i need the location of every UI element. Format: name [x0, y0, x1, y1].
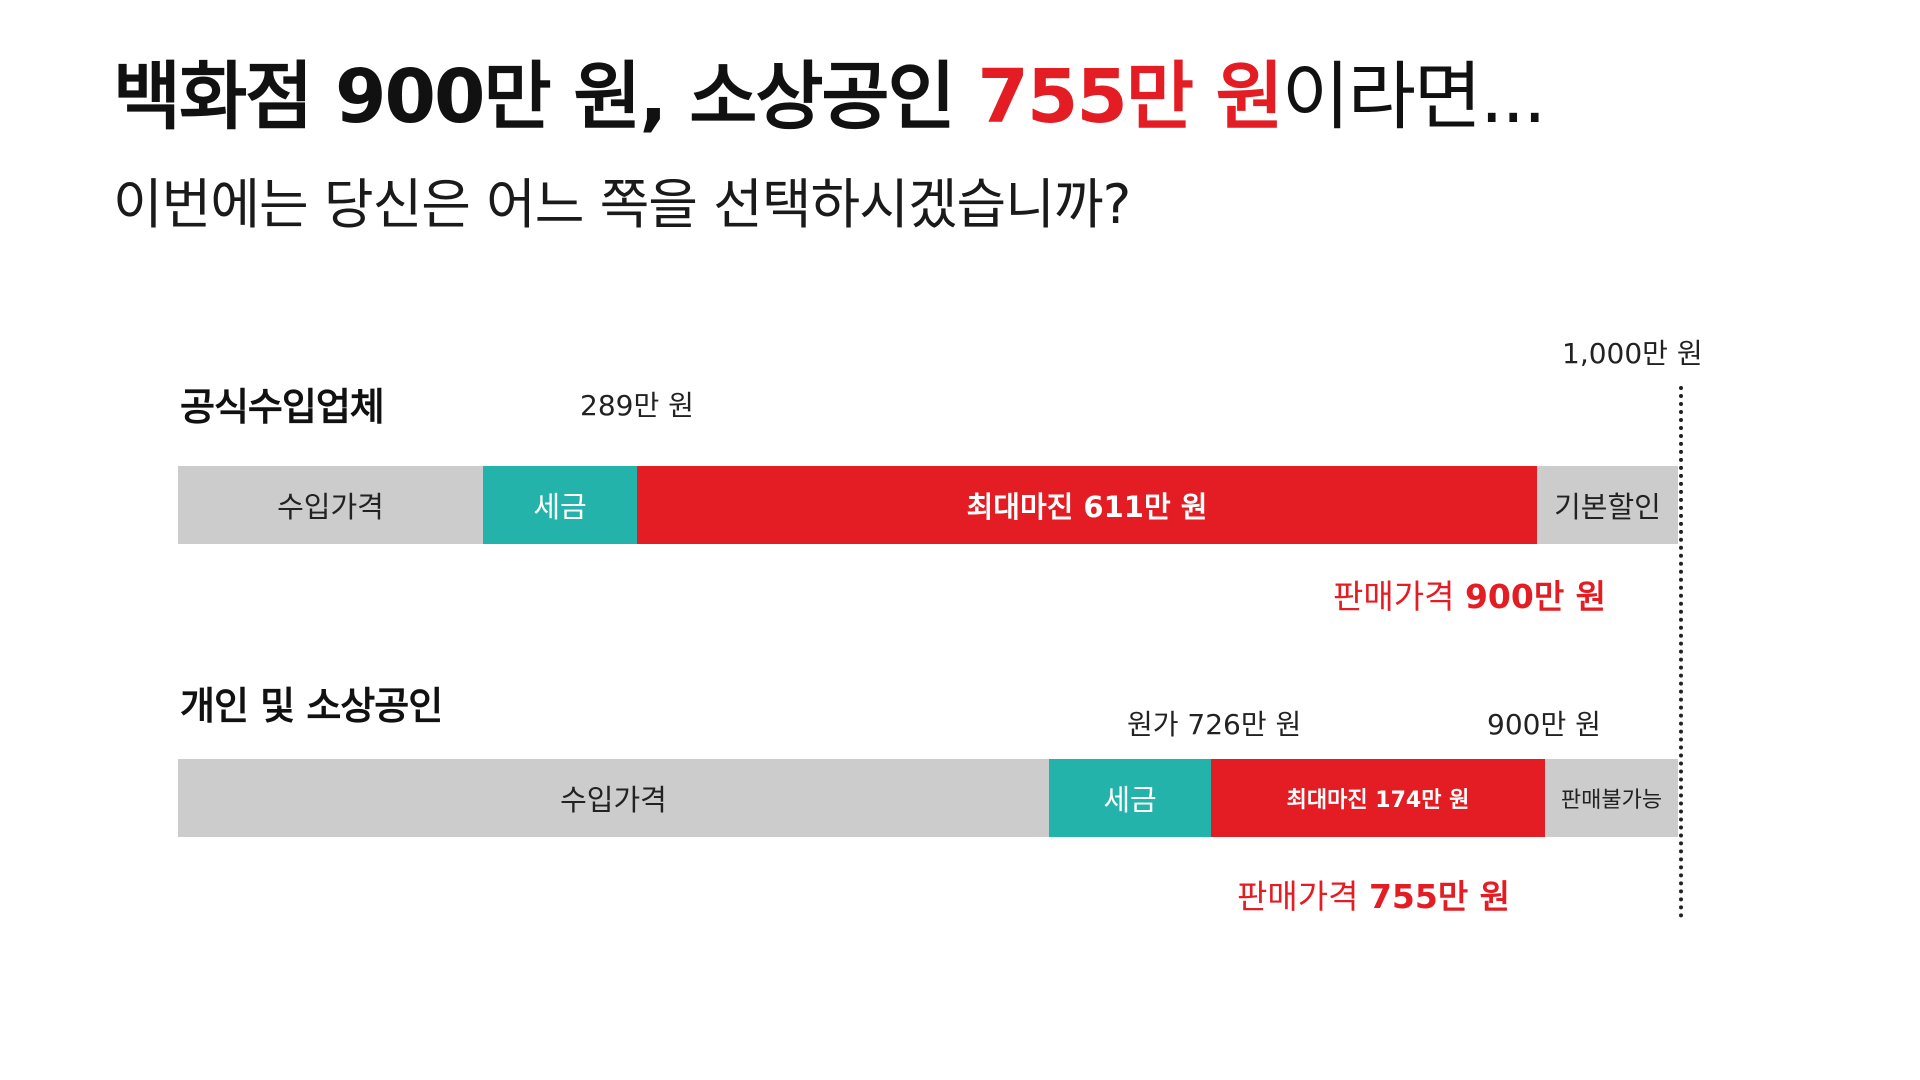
- group-title-small-business: 개인 및 소상공인: [180, 684, 443, 728]
- bar-segment-label: 세금: [1103, 783, 1157, 817]
- bar-segment-not-sellable: 판매불가능: [1545, 759, 1678, 837]
- sale-price-small-business: 판매가격 755만 원: [1237, 880, 1510, 913]
- bar-segment-tax: 세금: [1049, 759, 1211, 837]
- label-900: 900만 원: [1487, 708, 1601, 741]
- subheadline: 이번에는 당신은 어느 쪽을 선택하시겠습니까?: [113, 173, 1131, 236]
- sale-price-official: 판매가격 900만 원: [1333, 580, 1606, 613]
- sale-price-prefix: 판매가격: [1237, 877, 1369, 916]
- headline-highlight: 755만 원: [977, 54, 1283, 140]
- headline-part3: 이라면...: [1281, 54, 1547, 140]
- headline-part1: 백화점 900만 원, 소상공인: [113, 54, 978, 140]
- headline: 백화점 900만 원, 소상공인 755만 원이라면...: [113, 60, 1547, 134]
- marker-label-289: 289만 원: [580, 389, 694, 422]
- bar-segment-tax: 세금: [483, 466, 637, 544]
- bar-segment-max-margin: 최대마진 174만 원: [1211, 759, 1545, 837]
- bar-segment-label: 판매불가능: [1560, 788, 1663, 813]
- bar-segment-import-price: 수입가격: [178, 759, 1049, 837]
- bar-segment-import-price: 수입가격: [178, 466, 483, 544]
- group-title-official-importer: 공식수입업체: [180, 385, 385, 429]
- sale-price-prefix: 판매가격: [1333, 577, 1465, 616]
- sale-price-value: 900만 원: [1464, 577, 1607, 616]
- reference-label: 1,000만 원: [1562, 337, 1703, 370]
- sale-price-value: 755만 원: [1368, 877, 1511, 916]
- cost-label-726: 원가 726만 원: [1127, 708, 1302, 741]
- bar-segment-label: 기본할인: [1554, 490, 1661, 524]
- reference-line: [1679, 386, 1683, 918]
- bar-segment-label: 세금: [533, 490, 587, 524]
- bar-segment-basic-discount: 기본할인: [1537, 466, 1678, 544]
- bar-segment-label: 수입가격: [277, 490, 384, 524]
- bar-segment-label: 수입가격: [560, 783, 667, 817]
- bar-segment-max-margin: 최대마진 611만 원: [637, 466, 1537, 544]
- bar-segment-label: 최대마진 174만 원: [1286, 788, 1470, 813]
- bar-segment-label: 최대마진 611만 원: [966, 490, 1208, 524]
